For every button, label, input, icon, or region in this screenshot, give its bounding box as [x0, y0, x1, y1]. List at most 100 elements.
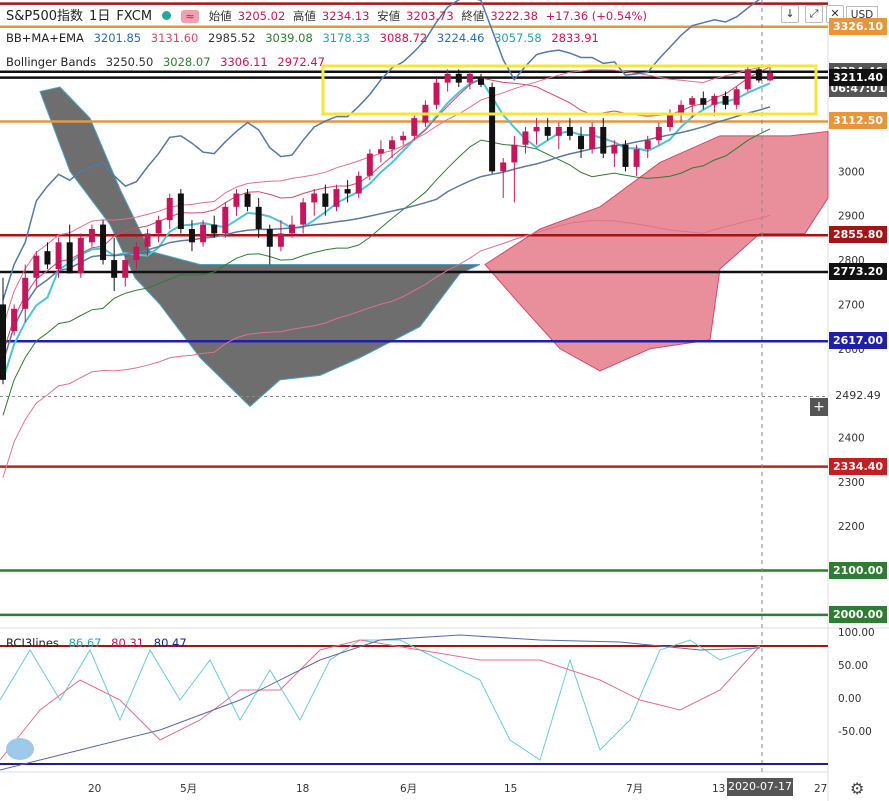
candle-body — [22, 277, 29, 309]
bbmaema-v8: 2833.91 — [551, 31, 599, 45]
ema-line — [2, 106, 771, 363]
bbmaema-v5: 3088.72 — [379, 31, 428, 45]
rci-v2: 80.47 — [153, 636, 187, 650]
candle-body — [355, 175, 362, 194]
candle-body — [33, 255, 40, 278]
bbmaema-v3: 3039.08 — [265, 31, 313, 45]
candle-body — [689, 98, 696, 105]
candle-body — [322, 193, 329, 207]
candle-body — [55, 242, 62, 269]
candle-body — [711, 95, 718, 105]
rci-long-line — [0, 634, 761, 771]
candle-body — [633, 149, 640, 167]
candle-body — [466, 73, 473, 83]
candle-body — [188, 229, 195, 243]
expand-button[interactable]: ⤢ — [805, 5, 823, 23]
bollinger-v1: 3028.07 — [162, 55, 211, 69]
candle-body — [77, 237, 84, 274]
x-tick-label: 5月 — [180, 783, 197, 795]
candle-body — [0, 304, 6, 380]
candle-body — [522, 131, 529, 145]
settings-icon[interactable]: ⚙ — [850, 779, 865, 798]
scroll-down-button[interactable]: ↓ — [781, 5, 799, 23]
candle-body — [767, 72, 773, 81]
candle-body — [289, 224, 296, 234]
candle-body — [700, 98, 707, 105]
candle-body — [266, 229, 273, 247]
bbmaema-name: BB+MA+EMA — [6, 31, 84, 45]
candle-body — [333, 189, 340, 207]
candle-body — [155, 220, 162, 234]
price-label[interactable]: 3211.40 — [829, 68, 887, 86]
bollinger-legend[interactable]: Bollinger Bands 3250.50 3028.07 3306.11 … — [6, 55, 331, 69]
highlight-box — [321, 64, 818, 116]
high-value: 3234.13 — [321, 9, 370, 23]
candle-body — [533, 126, 540, 132]
rci-tick-label: 50.00 — [838, 660, 868, 672]
candle-body — [411, 118, 418, 136]
y-tick-label: 2200 — [838, 521, 865, 533]
rci-v0: 86.67 — [68, 636, 102, 650]
price-label[interactable]: 2492.49 — [829, 387, 887, 405]
y-tick-label: 2900 — [838, 211, 865, 223]
candle-body — [655, 126, 662, 141]
candle-body — [489, 87, 496, 172]
price-label[interactable]: 2334.40 — [829, 457, 887, 475]
candle-body — [344, 189, 351, 194]
price-label[interactable]: 2773.20 — [829, 262, 887, 280]
candle-body — [455, 73, 462, 83]
price-label[interactable]: 2855.80 — [829, 226, 887, 244]
symbol-name[interactable]: S&P500指数 — [6, 9, 84, 24]
bollinger-name: Bollinger Bands — [6, 55, 97, 69]
price-label[interactable]: 2100.00 — [829, 561, 887, 579]
candle-body — [88, 229, 95, 243]
bb-lower2-line — [2, 214, 771, 478]
bbmaema-v0: 3201.85 — [93, 31, 142, 45]
candle-body — [277, 233, 284, 247]
candle-body — [233, 193, 240, 207]
candle-body — [477, 78, 484, 85]
candle-body — [244, 193, 251, 207]
rci-legend[interactable]: RCI3lines 86.67 80.31 80.47 — [6, 636, 193, 650]
x-tick-label: 6月 — [400, 783, 417, 795]
candle-body — [733, 89, 740, 105]
source: FXCM — [116, 9, 153, 24]
bbmaema-v2: 2985.52 — [208, 31, 256, 45]
candle-body — [666, 113, 673, 127]
price-label[interactable]: 2617.00 — [829, 332, 887, 350]
status-dot-icon — [162, 11, 172, 20]
price-label[interactable]: 3326.10 — [829, 17, 887, 35]
y-tick-label: 2400 — [838, 432, 865, 444]
rci-name: RCI3lines — [6, 636, 59, 650]
low-value: 3203.73 — [406, 9, 454, 23]
candle-body — [722, 95, 729, 105]
price-label[interactable]: 3112.50 — [829, 112, 887, 130]
close-value: 3222.38 — [490, 9, 538, 23]
approx-icon[interactable]: ≈ — [181, 10, 199, 23]
candle-body — [133, 246, 140, 261]
rci-tick-label: -50.00 — [838, 726, 872, 738]
bbmaema-legend[interactable]: BB+MA+EMA 3201.85 3131.60 2985.52 3039.0… — [6, 31, 605, 45]
add-alert-icon[interactable]: + — [810, 398, 828, 416]
candle-body — [66, 242, 73, 274]
high-label: 高値 — [292, 9, 316, 23]
bb-mid-line — [2, 128, 771, 416]
symbol-header: S&P500指数 1日 FXCM ≈ 始値 3205.02 高値 3234.13 安値 3… — [6, 5, 659, 24]
candle-body — [578, 135, 585, 150]
price-label[interactable]: 2000.00 — [829, 605, 887, 623]
interval[interactable]: 1日 — [89, 9, 111, 24]
candle-body — [566, 126, 573, 136]
candle-body — [755, 69, 762, 81]
bollinger-v2: 3306.11 — [220, 55, 268, 69]
bollinger-v0: 3250.50 — [105, 55, 154, 69]
candle-body — [300, 202, 307, 225]
candle-body — [144, 233, 151, 247]
candle-body — [678, 104, 685, 114]
candle-body — [622, 144, 629, 167]
candle-body — [433, 82, 440, 105]
candle-body — [11, 308, 18, 332]
rci-tick-label: 0.00 — [838, 693, 861, 705]
date-cursor-label: 2020-07-17 — [727, 778, 793, 796]
candle-body — [366, 153, 373, 176]
